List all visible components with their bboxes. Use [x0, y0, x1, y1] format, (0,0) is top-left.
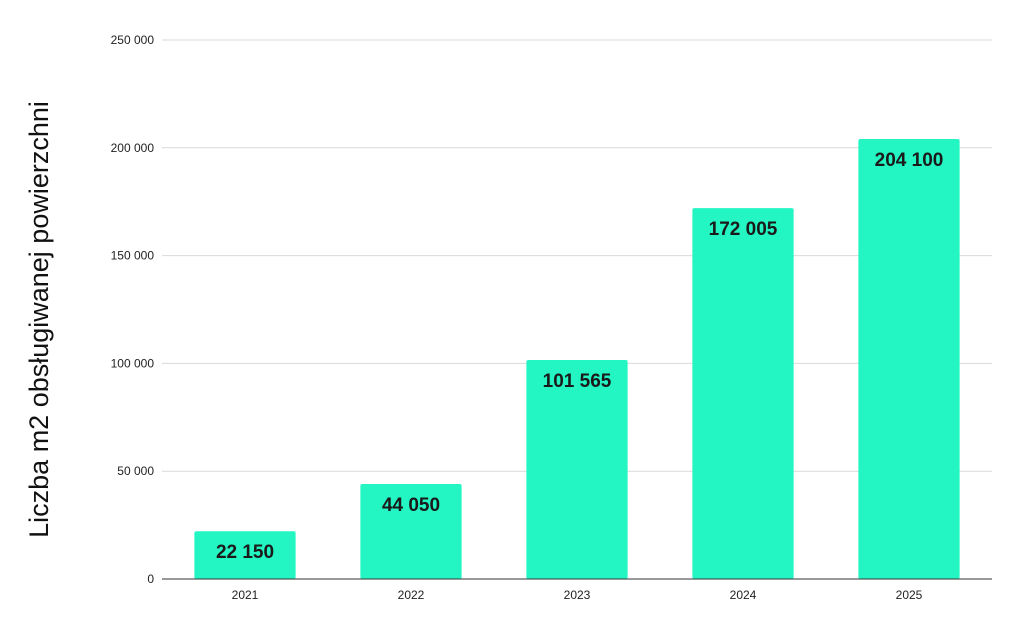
y-axis-label: Liczba m2 obsługiwanej powierzchni [24, 101, 54, 538]
y-tick-label: 50 000 [117, 464, 154, 478]
gridlines [162, 39, 992, 472]
bar [526, 360, 628, 579]
bars [194, 138, 960, 580]
x-tick-label: 2025 [896, 588, 923, 602]
bar [858, 138, 960, 580]
data-label: 22 150 [216, 542, 274, 563]
y-tick-label: 100 000 [111, 356, 155, 370]
x-axis-ticks: 2021 2022 2023 2024 2025 [232, 588, 923, 602]
y-tick-label: 150 000 [111, 249, 155, 263]
bar [360, 484, 462, 579]
y-axis-ticks: 0 50 000 100 000 150 000 200 000 250 000 [111, 33, 155, 586]
x-tick-label: 2021 [232, 588, 259, 602]
y-tick-label: 250 000 [111, 33, 155, 47]
bar [194, 531, 296, 579]
x-tick-label: 2024 [730, 588, 757, 602]
data-label: 172 005 [709, 219, 778, 240]
x-tick-label: 2023 [564, 588, 591, 602]
y-tick-label: 0 [147, 572, 154, 586]
bar [692, 208, 794, 579]
data-label: 101 565 [543, 371, 612, 392]
x-tick-label: 2022 [398, 588, 425, 602]
y-tick-label: 200 000 [111, 141, 155, 155]
data-label: 44 050 [382, 495, 440, 516]
data-label: 204 100 [875, 150, 944, 171]
data-labels: 22 150 44 050 101 565 172 005 204 100 [216, 150, 943, 563]
